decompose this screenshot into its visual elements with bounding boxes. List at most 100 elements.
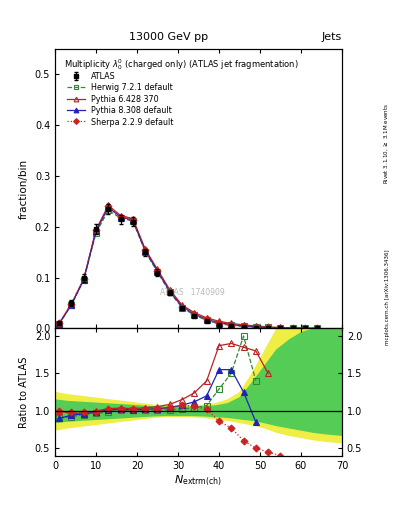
Line: Sherpa 2.2.9 default: Sherpa 2.2.9 default [57, 204, 320, 331]
Sherpa 2.2.9 default [192, 311, 197, 317]
Herwig 7.2.1 default [180, 305, 184, 311]
Sherpa 2.2.9 default [303, 325, 307, 331]
Text: ATLAS   1740909: ATLAS 1740909 [160, 288, 225, 297]
Herwig 7.2.1 default [167, 289, 172, 295]
Herwig 7.2.1 default [290, 325, 295, 331]
Text: mcplots.cern.ch [arXiv:1306.3436]: mcplots.cern.ch [arXiv:1306.3436] [385, 249, 390, 345]
Sherpa 2.2.9 default [180, 304, 184, 310]
Pythia 8.308 default [229, 322, 233, 328]
Pythia 8.308 default [167, 288, 172, 294]
Pythia 6.428 370 [278, 325, 283, 331]
Pythia 8.308 default [241, 323, 246, 329]
Pythia 8.308 default [130, 217, 135, 223]
Pythia 8.308 default [69, 302, 74, 308]
Herwig 7.2.1 default [253, 324, 258, 330]
Sherpa 2.2.9 default [130, 217, 135, 223]
Pythia 8.308 default [118, 214, 123, 220]
Line: Herwig 7.2.1 default: Herwig 7.2.1 default [56, 208, 320, 331]
Line: Pythia 6.428 370: Pythia 6.428 370 [56, 203, 320, 331]
Pythia 8.308 default [106, 204, 111, 210]
Text: Rivet 3.1.10, $\geq$ 3.1M events: Rivet 3.1.10, $\geq$ 3.1M events [383, 103, 390, 184]
Herwig 7.2.1 default [217, 321, 221, 327]
Pythia 6.428 370 [57, 321, 61, 327]
Herwig 7.2.1 default [118, 215, 123, 221]
Pythia 6.428 370 [266, 324, 270, 330]
Pythia 6.428 370 [155, 266, 160, 272]
Pythia 8.308 default [303, 325, 307, 331]
X-axis label: $N_{\mathrm{extrm(ch)}}$: $N_{\mathrm{extrm(ch)}}$ [174, 473, 222, 488]
Sherpa 2.2.9 default [69, 301, 74, 307]
Herwig 7.2.1 default [130, 218, 135, 224]
Pythia 6.428 370 [180, 302, 184, 308]
Sherpa 2.2.9 default [204, 316, 209, 323]
Pythia 6.428 370 [241, 322, 246, 328]
Herwig 7.2.1 default [94, 230, 98, 236]
Sherpa 2.2.9 default [118, 214, 123, 220]
Herwig 7.2.1 default [241, 324, 246, 330]
Sherpa 2.2.9 default [217, 320, 221, 326]
Pythia 8.308 default [143, 248, 147, 254]
Pythia 6.428 370 [229, 321, 233, 327]
Pythia 8.308 default [204, 316, 209, 323]
Pythia 8.308 default [94, 228, 98, 234]
Sherpa 2.2.9 default [253, 324, 258, 330]
Sherpa 2.2.9 default [167, 288, 172, 294]
Pythia 6.428 370 [94, 227, 98, 233]
Pythia 6.428 370 [303, 325, 307, 331]
Y-axis label: fraction/bin: fraction/bin [19, 159, 29, 219]
Y-axis label: Ratio to ATLAS: Ratio to ATLAS [19, 356, 29, 428]
Pythia 8.308 default [315, 325, 320, 331]
Pythia 8.308 default [192, 311, 197, 317]
Pythia 8.308 default [155, 268, 160, 274]
Sherpa 2.2.9 default [315, 325, 320, 331]
Sherpa 2.2.9 default [266, 325, 270, 331]
Sherpa 2.2.9 default [94, 227, 98, 233]
Pythia 6.428 370 [81, 276, 86, 282]
Pythia 6.428 370 [253, 323, 258, 329]
Sherpa 2.2.9 default [143, 247, 147, 253]
Pythia 8.308 default [266, 325, 270, 331]
Herwig 7.2.1 default [278, 325, 283, 331]
Herwig 7.2.1 default [143, 249, 147, 255]
Sherpa 2.2.9 default [241, 324, 246, 330]
Sherpa 2.2.9 default [229, 322, 233, 328]
Legend: ATLAS, Herwig 7.2.1 default, Pythia 6.428 370, Pythia 8.308 default, Sherpa 2.2.: ATLAS, Herwig 7.2.1 default, Pythia 6.42… [65, 70, 176, 129]
Pythia 6.428 370 [204, 315, 209, 321]
Herwig 7.2.1 default [57, 321, 61, 327]
Sherpa 2.2.9 default [290, 325, 295, 331]
Herwig 7.2.1 default [315, 325, 320, 331]
Pythia 6.428 370 [290, 325, 295, 331]
Herwig 7.2.1 default [192, 312, 197, 318]
Herwig 7.2.1 default [69, 302, 74, 308]
Herwig 7.2.1 default [303, 325, 307, 331]
Pythia 8.308 default [180, 304, 184, 310]
Pythia 6.428 370 [69, 301, 74, 307]
Pythia 6.428 370 [167, 287, 172, 293]
Pythia 6.428 370 [130, 216, 135, 222]
Herwig 7.2.1 default [81, 277, 86, 283]
Sherpa 2.2.9 default [57, 321, 61, 327]
Pythia 6.428 370 [192, 310, 197, 316]
Text: Multiplicity $\lambda_0^0$ (charged only) (ATLAS jet fragmentation): Multiplicity $\lambda_0^0$ (charged only… [64, 57, 298, 72]
Pythia 6.428 370 [118, 212, 123, 219]
Pythia 8.308 default [57, 321, 61, 327]
Herwig 7.2.1 default [155, 269, 160, 275]
Herwig 7.2.1 default [229, 323, 233, 329]
Line: Pythia 8.308 default: Pythia 8.308 default [56, 205, 320, 331]
Pythia 6.428 370 [315, 325, 320, 331]
Herwig 7.2.1 default [266, 325, 270, 331]
Pythia 6.428 370 [217, 318, 221, 325]
Herwig 7.2.1 default [204, 317, 209, 324]
Pythia 8.308 default [217, 320, 221, 326]
Text: 13000 GeV pp: 13000 GeV pp [129, 32, 209, 42]
Pythia 8.308 default [278, 325, 283, 331]
Sherpa 2.2.9 default [278, 325, 283, 331]
Sherpa 2.2.9 default [155, 268, 160, 274]
Sherpa 2.2.9 default [106, 203, 111, 209]
Text: Jets: Jets [321, 32, 342, 42]
Sherpa 2.2.9 default [81, 275, 86, 282]
Pythia 8.308 default [81, 276, 86, 283]
Herwig 7.2.1 default [106, 207, 111, 214]
Pythia 6.428 370 [143, 246, 147, 252]
Pythia 8.308 default [253, 324, 258, 330]
